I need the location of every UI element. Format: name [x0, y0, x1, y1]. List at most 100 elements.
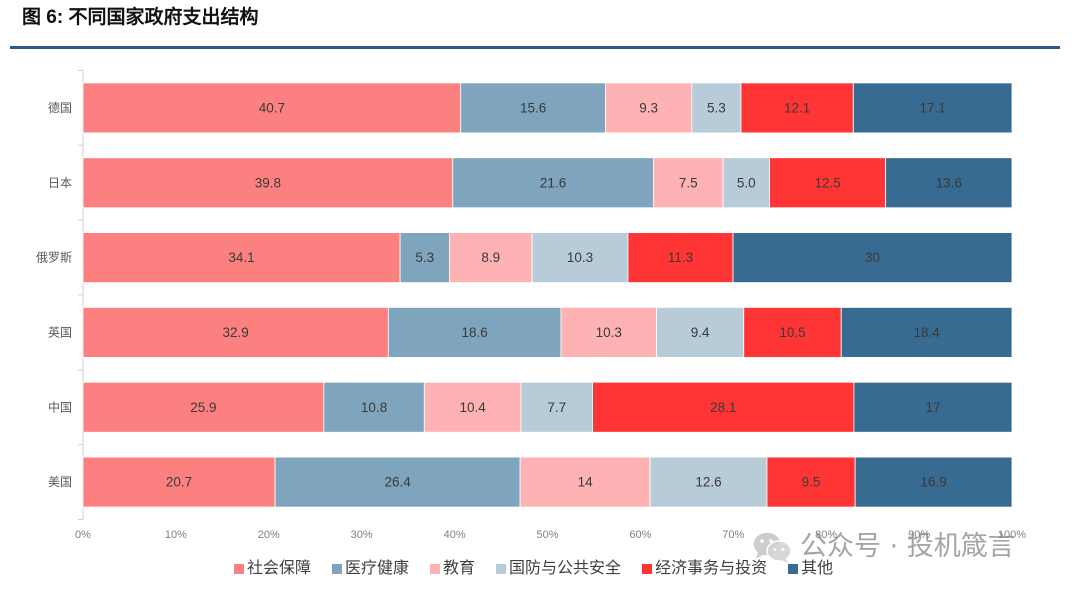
data-label-russia-other: 30	[865, 250, 880, 265]
bar-segment-uk-healthcare	[387, 307, 562, 358]
bar-segment-usa-social-security	[82, 456, 276, 508]
x-tick-label: 50%	[536, 529, 558, 541]
bar-segment-germany-social-security	[82, 82, 462, 134]
legend-swatch	[332, 564, 343, 574]
x-tick-label: 60%	[629, 529, 651, 541]
data-label-usa-healthcare: 26.4	[384, 475, 411, 490]
category-label-germany: 德国	[48, 100, 72, 115]
bar-segment-germany-healthcare	[460, 82, 606, 134]
bar-segment-uk-defense-public-safety	[656, 307, 745, 358]
data-label-uk-other: 18.4	[913, 325, 940, 340]
legend-label: 教育	[443, 560, 476, 577]
data-label-china-other: 17	[925, 400, 940, 415]
bar-segment-uk-education	[560, 307, 657, 358]
x-tick-label: 20%	[258, 529, 280, 541]
bar-segment-japan-education	[653, 157, 724, 209]
data-label-germany-education: 9.3	[639, 100, 658, 115]
data-label-china-social-security: 25.9	[190, 400, 216, 415]
x-tick-label: 90%	[908, 529, 930, 541]
x-tick-labels: 0% 10% 20% 30% 40% 50% 60% 70% 80% 90% 100%	[75, 529, 1026, 541]
bar-segment-china-other	[853, 381, 1013, 433]
bar-segment-japan-healthcare	[452, 157, 654, 209]
bar-segment-japan-other	[885, 157, 1013, 209]
x-tick-label: 10%	[165, 529, 187, 541]
data-label-japan-healthcare: 21.6	[540, 175, 566, 190]
x-tick-label: 100%	[998, 529, 1026, 541]
data-label-china-defense-public-safety: 7.7	[547, 400, 566, 415]
bar-segment-uk-other	[840, 307, 1013, 358]
legend-item-other: 其他	[788, 560, 833, 578]
bar-segment-russia-defense-public-safety	[531, 232, 629, 283]
data-label-germany-healthcare: 15.6	[520, 100, 546, 115]
category-label-usa: 美国	[48, 475, 72, 489]
bar-segment-usa-healthcare	[274, 456, 521, 508]
data-labels: 40.7 15.6 9.3 5.3 12.1 17.1 39.8 21.6 7.5 5.0 12.5…	[166, 100, 962, 489]
bar-segment-usa-economic-affairs-investment	[766, 456, 856, 508]
legend-item-healthcare: 医疗健康	[332, 560, 409, 578]
bar-segment-china-social-security	[82, 381, 325, 433]
data-label-russia-education: 8.9	[481, 250, 500, 265]
data-label-germany-economic-affairs-investment: 12.1	[784, 100, 810, 115]
category-label-uk: 英国	[48, 325, 72, 339]
data-label-uk-healthcare: 18.6	[462, 325, 488, 340]
legend-label: 社会保障	[247, 560, 312, 577]
x-tick-label: 40%	[444, 529, 466, 541]
bar-segment-china-education	[423, 381, 522, 433]
data-label-japan-social-security: 39.8	[255, 175, 281, 190]
data-label-russia-healthcare: 5.3	[415, 250, 434, 265]
data-label-china-economic-affairs-investment: 28.1	[710, 400, 736, 415]
data-label-japan-other: 13.6	[936, 175, 962, 190]
legend-item-social-security: 社会保障	[234, 560, 311, 578]
legend-swatch	[788, 564, 799, 574]
data-label-germany-social-security: 40.7	[259, 100, 285, 115]
data-label-uk-education: 10.3	[596, 325, 622, 340]
x-tick-label: 70%	[722, 529, 744, 541]
legend-swatch	[430, 564, 441, 574]
bar-segment-china-defense-public-safety	[520, 381, 594, 433]
bar-segment-germany-other	[852, 82, 1013, 134]
legend-swatch	[642, 564, 653, 574]
bar-segments	[82, 82, 1013, 508]
x-tick-label: 0%	[75, 529, 91, 541]
data-label-usa-defense-public-safety: 12.6	[695, 475, 721, 490]
title-underline	[10, 46, 1060, 49]
bar-segment-usa-other	[854, 456, 1013, 508]
data-label-china-education: 10.4	[460, 400, 487, 415]
data-label-japan-economic-affairs-investment: 12.5	[814, 175, 840, 190]
category-label-japan: 日本	[48, 176, 72, 190]
bar-segment-russia-social-security	[82, 232, 401, 283]
data-label-china-healthcare: 10.8	[361, 400, 387, 415]
figure-title: 图 6: 不同国家政府支出结构	[22, 7, 259, 28]
bar-segment-china-economic-affairs-investment	[592, 381, 855, 433]
legend-label: 医疗健康	[345, 560, 410, 577]
data-label-japan-education: 7.5	[679, 175, 698, 190]
data-label-usa-education: 14	[578, 475, 594, 490]
bar-segment-uk-economic-affairs-investment	[743, 307, 842, 358]
legend-label: 经济事务与投资	[655, 560, 768, 577]
bar-segment-russia-economic-affairs-investment	[627, 232, 734, 283]
bar-segment-usa-defense-public-safety	[649, 456, 768, 508]
bar-segment-japan-economic-affairs-investment	[769, 157, 887, 209]
legend-label: 国防与公共安全	[509, 560, 622, 577]
x-tick-label: 30%	[351, 529, 373, 541]
data-label-germany-other: 17.1	[920, 100, 946, 115]
legend-swatch	[496, 564, 507, 574]
y-axis	[78, 70, 84, 520]
data-label-uk-social-security: 32.9	[223, 325, 249, 340]
data-label-usa-economic-affairs-investment: 9.5	[802, 475, 821, 490]
bar-segment-usa-education	[519, 456, 651, 508]
data-label-russia-economic-affairs-investment: 11.3	[668, 250, 693, 265]
bar-segment-russia-healthcare	[399, 232, 450, 283]
legend-item-education: 教育	[430, 560, 475, 578]
data-label-germany-defense-public-safety: 5.3	[707, 100, 726, 115]
bar-segment-japan-social-security	[82, 157, 454, 209]
legend-item-defense-public-safety: 国防与公共安全	[496, 560, 621, 578]
data-label-uk-economic-affairs-investment: 10.5	[779, 325, 805, 340]
legend-label: 其他	[801, 560, 834, 577]
data-label-usa-social-security: 20.7	[166, 475, 192, 490]
chart-legend: 社会保障 医疗健康 教育 国防与公共安全 经济事务与投资 其他	[234, 560, 833, 578]
data-label-russia-social-security: 34.1	[228, 250, 254, 265]
data-label-usa-other: 16.9	[920, 475, 946, 490]
